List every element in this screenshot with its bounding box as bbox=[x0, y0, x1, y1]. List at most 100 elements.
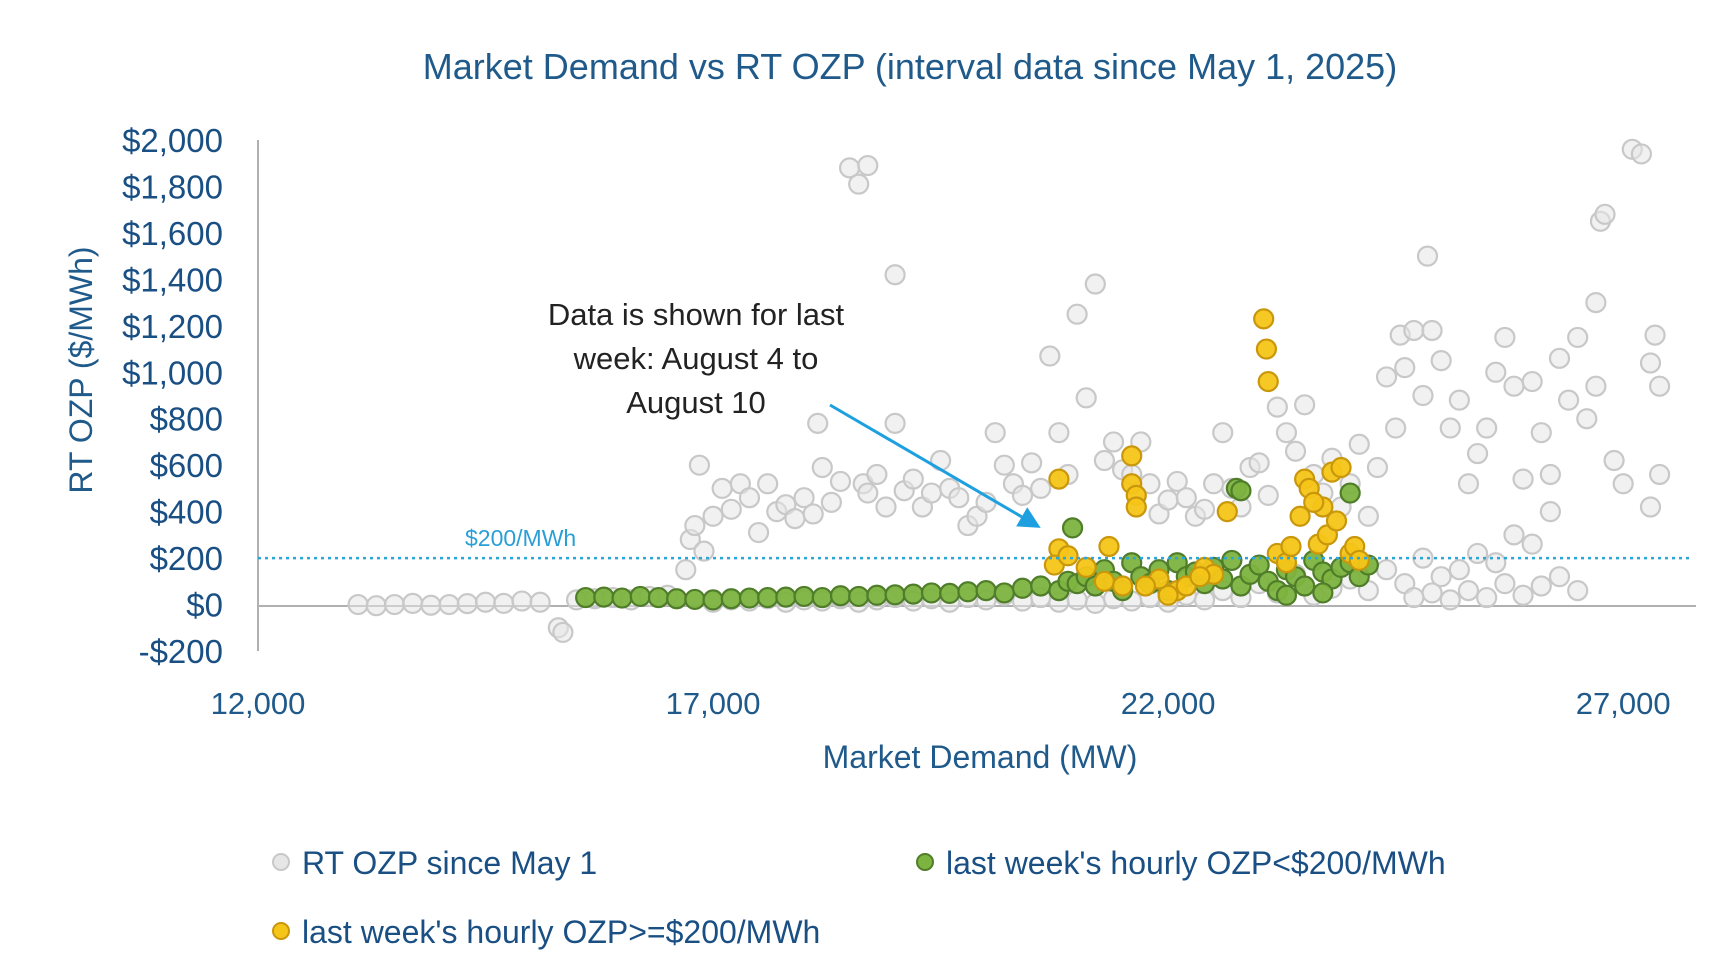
point-above-200 bbox=[1280, 535, 1302, 558]
point-rt-ozp bbox=[1539, 501, 1561, 523]
legend-marker-rt-ozp bbox=[272, 853, 290, 871]
point-rt-ozp bbox=[1084, 592, 1106, 614]
point-rt-ozp bbox=[1530, 422, 1552, 444]
point-rt-ozp bbox=[1266, 396, 1288, 418]
y-axis-ticks: $2,000 $1,800 $1,600 $1,400 $1,200 $1,000 $800… bbox=[122, 122, 223, 670]
point-rt-ozp bbox=[829, 470, 852, 493]
legend-marker-above-200 bbox=[272, 922, 290, 940]
point-rt-ozp bbox=[1512, 584, 1534, 606]
point-rt-ozp bbox=[1648, 375, 1671, 397]
point-rt-ozp bbox=[857, 154, 879, 177]
point-above-200 bbox=[1189, 566, 1211, 588]
point-below-200 bbox=[775, 586, 797, 608]
point-below-200 bbox=[939, 582, 961, 604]
point-above-200 bbox=[1121, 445, 1143, 467]
point-rt-ozp bbox=[693, 540, 715, 562]
point-below-200 bbox=[575, 586, 597, 609]
point-rt-ozp bbox=[1576, 408, 1598, 430]
point-below-200 bbox=[720, 588, 742, 610]
y-tick-label: $1,600 bbox=[122, 215, 223, 252]
point-above-200 bbox=[1075, 556, 1097, 578]
point-rt-ozp bbox=[1430, 566, 1452, 588]
point-rt-ozp bbox=[1448, 389, 1470, 411]
point-rt-ozp bbox=[1203, 473, 1225, 495]
series-last-week-above-200 bbox=[1043, 308, 1370, 606]
series-rt-ozp-since-may-1 bbox=[347, 138, 1671, 644]
x-tick-label: 22,000 bbox=[1121, 686, 1216, 721]
point-rt-ozp bbox=[688, 454, 711, 476]
point-rt-ozp bbox=[993, 454, 1015, 476]
point-rt-ozp bbox=[1644, 324, 1666, 346]
point-rt-ozp bbox=[438, 593, 460, 616]
point-above-200 bbox=[1325, 510, 1348, 532]
point-rt-ozp bbox=[1066, 303, 1088, 325]
point-rt-ozp bbox=[848, 173, 870, 195]
legend-label-above-200: last week's hourly OZP>=$200/MWh bbox=[302, 914, 820, 950]
point-below-200 bbox=[629, 585, 651, 608]
point-below-200 bbox=[666, 588, 688, 610]
point-rt-ozp bbox=[702, 505, 724, 527]
point-rt-ozp bbox=[1503, 524, 1525, 546]
point-rt-ozp bbox=[1494, 573, 1516, 595]
point-rt-ozp bbox=[1102, 431, 1125, 453]
point-below-200 bbox=[1312, 582, 1334, 604]
point-rt-ozp bbox=[1639, 496, 1662, 518]
point-rt-ozp bbox=[920, 482, 943, 504]
y-tick-label: $1,400 bbox=[122, 261, 223, 298]
point-rt-ozp bbox=[1403, 586, 1425, 609]
point-below-200 bbox=[793, 585, 815, 608]
point-below-200 bbox=[902, 583, 924, 605]
point-rt-ozp bbox=[1039, 345, 1061, 367]
point-rt-ozp bbox=[1193, 498, 1216, 520]
point-rt-ozp bbox=[1412, 384, 1434, 407]
point-rt-ozp bbox=[902, 468, 924, 490]
point-rt-ozp bbox=[1639, 352, 1662, 374]
point-rt-ozp bbox=[1648, 463, 1671, 486]
legend: RT OZP since May 1 last week's hourly OZ… bbox=[272, 845, 1446, 950]
point-rt-ozp bbox=[1439, 589, 1461, 611]
x-axis-ticks: 12,000 17,000 22,000 27,000 bbox=[211, 686, 1671, 721]
point-rt-ozp bbox=[948, 487, 970, 509]
point-rt-ozp bbox=[820, 491, 842, 513]
y-tick-label: $0 bbox=[186, 587, 223, 624]
point-rt-ozp bbox=[784, 508, 806, 530]
point-rt-ozp bbox=[1175, 487, 1197, 509]
point-rt-ozp bbox=[866, 463, 888, 486]
point-below-200 bbox=[866, 584, 888, 606]
point-rt-ozp bbox=[684, 514, 706, 537]
point-rt-ozp bbox=[720, 498, 742, 520]
point-rt-ozp bbox=[884, 264, 906, 286]
y-tick-label: -$200 bbox=[139, 633, 223, 670]
point-rt-ozp bbox=[1548, 566, 1571, 588]
point-rt-ozp bbox=[1011, 484, 1034, 506]
point-rt-ozp bbox=[1494, 326, 1516, 349]
annotation-line-2: week: August 4 to bbox=[573, 341, 819, 376]
point-rt-ozp bbox=[1075, 387, 1097, 409]
point-rt-ozp bbox=[493, 592, 515, 614]
point-rt-ozp bbox=[747, 521, 770, 544]
annotation-line-1: Data is shown for last bbox=[548, 297, 845, 332]
point-above-200 bbox=[1303, 491, 1325, 513]
point-rt-ozp bbox=[711, 477, 733, 500]
point-rt-ozp bbox=[1503, 375, 1525, 397]
point-rt-ozp bbox=[1557, 389, 1580, 411]
point-below-200 bbox=[1248, 554, 1270, 576]
point-rt-ozp bbox=[1476, 586, 1498, 609]
point-below-200 bbox=[1011, 577, 1034, 599]
point-above-200 bbox=[1253, 308, 1275, 330]
y-tick-label: $1,200 bbox=[122, 308, 223, 345]
point-below-200 bbox=[975, 580, 997, 602]
x-tick-label: 27,000 bbox=[1576, 686, 1671, 721]
point-rt-ozp bbox=[802, 503, 824, 525]
point-rt-ozp bbox=[1275, 422, 1298, 444]
point-rt-ozp bbox=[383, 593, 406, 616]
point-above-200 bbox=[1125, 496, 1147, 518]
point-rt-ozp bbox=[511, 590, 533, 612]
point-rt-ozp bbox=[1385, 417, 1407, 439]
point-below-200 bbox=[757, 586, 779, 609]
point-rt-ozp bbox=[552, 621, 574, 644]
point-rt-ozp bbox=[420, 594, 442, 616]
point-rt-ozp bbox=[857, 482, 879, 504]
point-rt-ozp bbox=[1394, 357, 1416, 379]
